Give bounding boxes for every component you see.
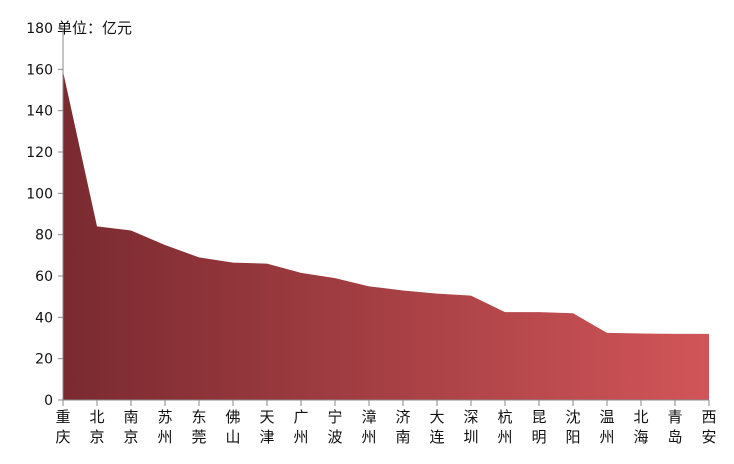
area-series (63, 71, 709, 401)
x-tick-label: 西安 (701, 408, 716, 446)
x-tick-label: 东莞 (191, 408, 206, 446)
y-tick-label: 80 (35, 228, 53, 244)
x-tick-label: 宁波 (327, 408, 342, 446)
x-tick-label: 大连 (429, 408, 444, 446)
y-tick-label: 140 (26, 104, 53, 120)
x-tick-label: 济南 (395, 408, 410, 446)
unit-label: 单位：亿元 (57, 19, 132, 37)
y-tick-label: 20 (35, 352, 53, 368)
x-tick-label: 深圳 (463, 408, 478, 446)
y-tick-label: 160 (26, 62, 53, 78)
x-tick-label: 漳州 (361, 408, 376, 446)
x-tick-label: 重庆 (55, 408, 70, 446)
x-tick-label: 佛山 (225, 408, 240, 446)
x-tick-label: 北京 (89, 408, 104, 446)
y-tick-label: 0 (44, 393, 53, 409)
x-tick-label: 北海 (633, 408, 648, 446)
x-tick-label: 天津 (259, 408, 274, 446)
x-tick-label: 青岛 (667, 408, 682, 446)
x-tick-label: 昆明 (531, 408, 546, 446)
y-tick-label: 120 (26, 145, 53, 161)
x-tick-label: 杭州 (497, 408, 512, 446)
x-tick-label: 沈阳 (565, 408, 580, 446)
y-tick-label: 40 (35, 310, 53, 326)
x-tick-label: 温州 (599, 408, 614, 446)
y-tick-label: 60 (35, 269, 53, 285)
x-tick-label: 广州 (293, 408, 308, 446)
x-tick-label: 南京 (123, 408, 138, 446)
y-tick-label: 100 (26, 186, 53, 202)
x-tick-label: 苏州 (157, 408, 172, 446)
y-tick-label: 180 (26, 21, 53, 37)
